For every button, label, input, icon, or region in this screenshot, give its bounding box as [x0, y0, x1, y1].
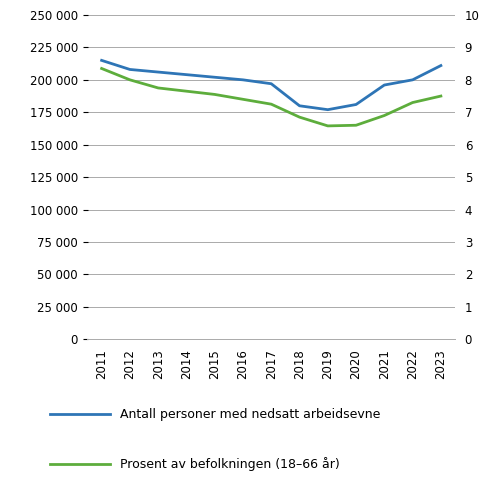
- Text: Prosent av befolkningen (18–66 år): Prosent av befolkningen (18–66 år): [120, 457, 340, 471]
- Text: Antall personer med nedsatt arbeidsevne: Antall personer med nedsatt arbeidsevne: [120, 408, 380, 421]
